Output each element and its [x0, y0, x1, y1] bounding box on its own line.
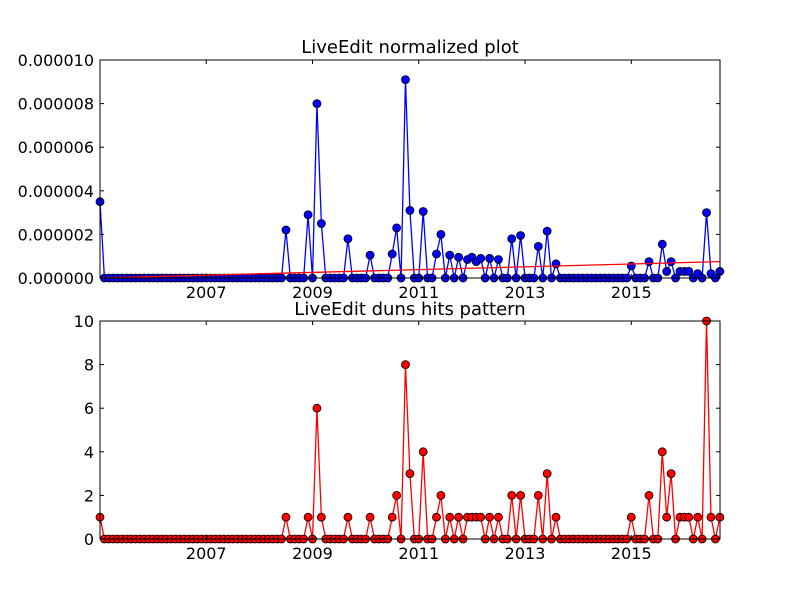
- x-tick-label: 2007: [186, 544, 227, 563]
- data-point: [303, 512, 313, 522]
- data-point: [445, 512, 455, 522]
- data-point: [365, 250, 375, 260]
- y-tick-label: 0.000010: [18, 51, 94, 70]
- data-point: [485, 253, 495, 263]
- data-point: [454, 512, 464, 522]
- data-point: [626, 261, 636, 271]
- x-tick-label: 2015: [611, 544, 652, 563]
- data-point: [316, 219, 326, 228]
- y-tick-label: 0.000004: [18, 182, 94, 201]
- y-tick-label: 4: [84, 443, 94, 462]
- data-point: [662, 267, 672, 276]
- y-tick-label: 0: [84, 530, 94, 549]
- data-point: [392, 223, 402, 233]
- y-tick-label: 0.000002: [18, 225, 94, 244]
- data-point: [405, 206, 415, 215]
- series-line: [99, 261, 721, 279]
- x-tick-label: 2011: [398, 283, 439, 302]
- plot-duns-hits: 0 2 4 6 8 10 2007 2009 2011 2013 2015: [74, 312, 725, 563]
- data-point: [432, 249, 441, 259]
- data-point: [516, 490, 525, 500]
- data-point: [494, 512, 503, 522]
- data-point: [392, 490, 402, 500]
- data-point: [436, 229, 446, 239]
- data-point: [436, 490, 446, 500]
- data-point: [476, 512, 486, 522]
- data-point: [684, 512, 694, 522]
- data-point: [418, 207, 428, 216]
- data-point: [445, 250, 455, 260]
- data-point: [507, 234, 517, 244]
- data-point: [662, 512, 672, 522]
- data-point: [494, 255, 503, 264]
- data-point: [644, 490, 654, 500]
- data-point: [644, 257, 654, 267]
- y-tick-label: 0.000008: [18, 95, 94, 114]
- series-line: [99, 79, 721, 280]
- data-point: [387, 249, 397, 259]
- data-point: [533, 490, 543, 500]
- data-point: [542, 469, 552, 479]
- chart-title-bottom: LiveEdit duns hits pattern: [294, 299, 525, 320]
- data-point: [533, 241, 543, 251]
- data-point: [418, 447, 428, 457]
- data-point: [316, 512, 326, 522]
- data-point: [551, 512, 561, 522]
- data-point: [454, 252, 464, 262]
- x-tick-label: 2007: [186, 283, 227, 302]
- data-point: [312, 99, 322, 108]
- data-point: [507, 490, 517, 500]
- data-point: [485, 512, 495, 522]
- data-point: [365, 512, 375, 522]
- x-tick-label: 2013: [505, 283, 546, 302]
- data-point: [343, 234, 353, 244]
- data-point: [706, 512, 716, 522]
- data-point: [657, 447, 667, 457]
- data-point: [401, 360, 410, 370]
- data-point: [281, 512, 291, 522]
- data-point: [666, 469, 676, 479]
- data-point: [281, 225, 291, 235]
- chart-title-top: LiveEdit normalized plot: [301, 37, 519, 58]
- x-tick-label: 2015: [611, 283, 652, 302]
- data-point: [626, 512, 636, 522]
- y-tick-label: 0.000006: [18, 138, 94, 157]
- axes-frame: [99, 320, 721, 540]
- y-tick-label: 2: [84, 486, 94, 505]
- data-point: [702, 208, 711, 218]
- x-tick-label: 2011: [398, 544, 439, 563]
- data-point: [657, 239, 667, 249]
- data-point: [405, 469, 415, 479]
- x-tick-label: 2009: [292, 544, 333, 563]
- data-point: [693, 512, 703, 522]
- data-point: [684, 267, 694, 276]
- data-point: [343, 512, 353, 522]
- data-point: [387, 512, 397, 522]
- data-point: [401, 75, 410, 85]
- plot-normalized: 0.000000 0.000002 0.000004 0.000006 0.000008…: [18, 51, 725, 302]
- data-point: [666, 257, 676, 267]
- y-tick-label: 10: [74, 312, 94, 331]
- data-point: [432, 512, 441, 522]
- x-tick-label: 2009: [292, 283, 333, 302]
- data-point: [516, 231, 525, 240]
- x-tick-label: 2013: [505, 544, 546, 563]
- y-tick-label: 0.000000: [18, 269, 94, 288]
- data-point: [476, 253, 486, 263]
- y-tick-label: 8: [84, 356, 94, 375]
- data-point: [312, 403, 322, 413]
- data-point: [542, 226, 552, 236]
- series-line: [99, 320, 721, 540]
- y-tick-label: 6: [84, 399, 94, 418]
- axes-frame: [99, 59, 721, 279]
- data-point: [303, 210, 313, 220]
